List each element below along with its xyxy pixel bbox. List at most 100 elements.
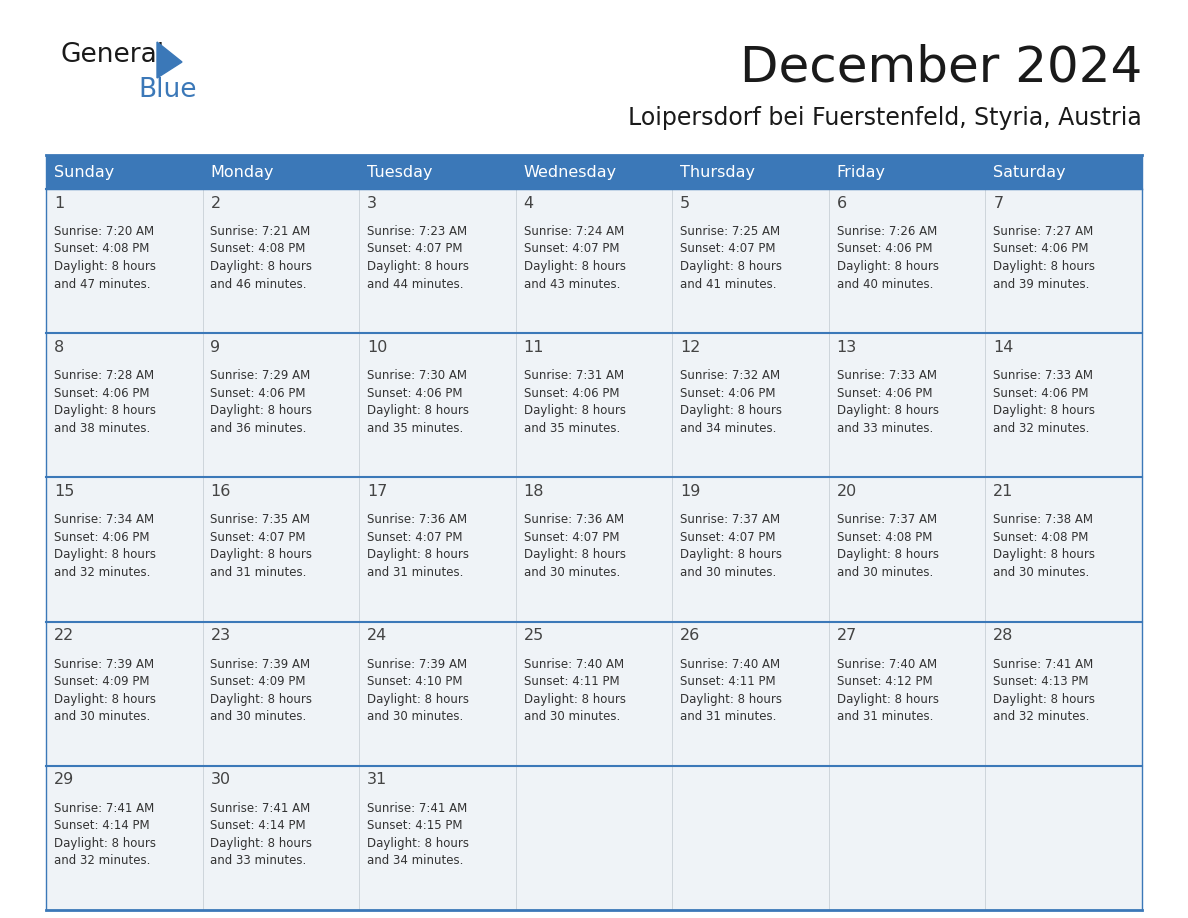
Text: Sunrise: 7:36 AM: Sunrise: 7:36 AM xyxy=(367,513,467,526)
Text: Daylight: 8 hours: Daylight: 8 hours xyxy=(53,404,156,417)
Text: and 34 minutes.: and 34 minutes. xyxy=(680,421,777,435)
Bar xyxy=(359,189,516,333)
Text: Sunset: 4:13 PM: Sunset: 4:13 PM xyxy=(993,675,1088,688)
Text: 31: 31 xyxy=(367,772,387,788)
Text: Daylight: 8 hours: Daylight: 8 hours xyxy=(993,548,1095,562)
Text: Sunrise: 7:24 AM: Sunrise: 7:24 AM xyxy=(524,225,624,238)
Bar xyxy=(516,621,672,766)
Text: Daylight: 8 hours: Daylight: 8 hours xyxy=(210,548,312,562)
Text: Sunset: 4:06 PM: Sunset: 4:06 PM xyxy=(993,386,1088,399)
Text: and 34 minutes.: and 34 minutes. xyxy=(367,855,463,868)
Text: Sunset: 4:06 PM: Sunset: 4:06 PM xyxy=(836,242,933,255)
Text: 21: 21 xyxy=(993,484,1013,498)
Text: and 32 minutes.: and 32 minutes. xyxy=(993,711,1089,723)
Text: and 39 minutes.: and 39 minutes. xyxy=(993,277,1089,290)
Text: Sunrise: 7:32 AM: Sunrise: 7:32 AM xyxy=(680,369,781,382)
Text: Sunset: 4:06 PM: Sunset: 4:06 PM xyxy=(53,386,150,399)
Text: and 30 minutes.: and 30 minutes. xyxy=(680,565,777,579)
Text: and 30 minutes.: and 30 minutes. xyxy=(210,711,307,723)
Bar xyxy=(359,155,516,189)
Text: Daylight: 8 hours: Daylight: 8 hours xyxy=(836,260,939,273)
Text: 30: 30 xyxy=(210,772,230,788)
Text: Daylight: 8 hours: Daylight: 8 hours xyxy=(210,837,312,850)
Text: and 30 minutes.: and 30 minutes. xyxy=(836,565,933,579)
Bar xyxy=(203,621,359,766)
Text: Sunset: 4:06 PM: Sunset: 4:06 PM xyxy=(524,386,619,399)
Text: Sunrise: 7:39 AM: Sunrise: 7:39 AM xyxy=(53,657,154,671)
Text: Sunrise: 7:33 AM: Sunrise: 7:33 AM xyxy=(993,369,1093,382)
Text: Sunrise: 7:25 AM: Sunrise: 7:25 AM xyxy=(680,225,781,238)
Bar xyxy=(985,477,1142,621)
Text: Sunrise: 7:33 AM: Sunrise: 7:33 AM xyxy=(836,369,936,382)
Bar xyxy=(516,155,672,189)
Text: 29: 29 xyxy=(53,772,74,788)
Bar xyxy=(829,189,985,333)
Text: and 33 minutes.: and 33 minutes. xyxy=(210,855,307,868)
Bar xyxy=(672,155,829,189)
Text: Sunday: Sunday xyxy=(53,164,114,180)
Text: 10: 10 xyxy=(367,340,387,354)
Bar xyxy=(516,189,672,333)
Text: and 30 minutes.: and 30 minutes. xyxy=(993,565,1089,579)
Bar xyxy=(359,621,516,766)
Text: and 35 minutes.: and 35 minutes. xyxy=(367,421,463,435)
Text: Sunrise: 7:40 AM: Sunrise: 7:40 AM xyxy=(680,657,781,671)
Text: and 30 minutes.: and 30 minutes. xyxy=(367,711,463,723)
Bar xyxy=(516,477,672,621)
Text: 19: 19 xyxy=(680,484,701,498)
Text: and 36 minutes.: and 36 minutes. xyxy=(210,421,307,435)
Text: Daylight: 8 hours: Daylight: 8 hours xyxy=(53,837,156,850)
Text: Daylight: 8 hours: Daylight: 8 hours xyxy=(680,548,782,562)
Text: Daylight: 8 hours: Daylight: 8 hours xyxy=(993,260,1095,273)
Text: Daylight: 8 hours: Daylight: 8 hours xyxy=(836,692,939,706)
Text: 28: 28 xyxy=(993,628,1013,644)
Bar xyxy=(985,189,1142,333)
Text: Sunset: 4:11 PM: Sunset: 4:11 PM xyxy=(680,675,776,688)
Bar xyxy=(46,621,203,766)
Text: Sunrise: 7:34 AM: Sunrise: 7:34 AM xyxy=(53,513,154,526)
Text: Sunrise: 7:35 AM: Sunrise: 7:35 AM xyxy=(210,513,310,526)
Text: Sunset: 4:09 PM: Sunset: 4:09 PM xyxy=(210,675,305,688)
Bar xyxy=(829,621,985,766)
Text: Daylight: 8 hours: Daylight: 8 hours xyxy=(53,548,156,562)
Bar xyxy=(829,333,985,477)
Text: 18: 18 xyxy=(524,484,544,498)
Text: Sunrise: 7:41 AM: Sunrise: 7:41 AM xyxy=(53,801,154,815)
Text: Daylight: 8 hours: Daylight: 8 hours xyxy=(367,404,469,417)
Text: 9: 9 xyxy=(210,340,221,354)
Text: 26: 26 xyxy=(680,628,701,644)
Text: Sunset: 4:15 PM: Sunset: 4:15 PM xyxy=(367,819,462,833)
Text: Daylight: 8 hours: Daylight: 8 hours xyxy=(53,260,156,273)
Text: 23: 23 xyxy=(210,628,230,644)
Text: Sunset: 4:07 PM: Sunset: 4:07 PM xyxy=(210,531,305,543)
Bar xyxy=(672,621,829,766)
Bar xyxy=(359,333,516,477)
Text: and 31 minutes.: and 31 minutes. xyxy=(680,711,777,723)
Text: and 33 minutes.: and 33 minutes. xyxy=(836,421,933,435)
Text: Daylight: 8 hours: Daylight: 8 hours xyxy=(210,692,312,706)
Text: Sunrise: 7:30 AM: Sunrise: 7:30 AM xyxy=(367,369,467,382)
Text: Daylight: 8 hours: Daylight: 8 hours xyxy=(367,260,469,273)
Text: General: General xyxy=(61,42,164,68)
Text: Daylight: 8 hours: Daylight: 8 hours xyxy=(367,837,469,850)
Bar xyxy=(46,189,203,333)
Text: Wednesday: Wednesday xyxy=(524,164,617,180)
Text: Daylight: 8 hours: Daylight: 8 hours xyxy=(993,692,1095,706)
Text: Sunset: 4:08 PM: Sunset: 4:08 PM xyxy=(210,242,305,255)
Text: 25: 25 xyxy=(524,628,544,644)
Text: 5: 5 xyxy=(680,196,690,210)
Text: 4: 4 xyxy=(524,196,533,210)
Text: Daylight: 8 hours: Daylight: 8 hours xyxy=(367,692,469,706)
Bar xyxy=(46,766,203,910)
Text: Sunset: 4:06 PM: Sunset: 4:06 PM xyxy=(367,386,462,399)
Text: Sunset: 4:07 PM: Sunset: 4:07 PM xyxy=(524,242,619,255)
Bar xyxy=(516,766,672,910)
Text: Sunset: 4:09 PM: Sunset: 4:09 PM xyxy=(53,675,150,688)
Bar xyxy=(46,333,203,477)
Text: and 40 minutes.: and 40 minutes. xyxy=(836,277,933,290)
Text: and 31 minutes.: and 31 minutes. xyxy=(836,711,933,723)
Text: Daylight: 8 hours: Daylight: 8 hours xyxy=(680,260,782,273)
Text: Daylight: 8 hours: Daylight: 8 hours xyxy=(524,548,626,562)
Text: and 47 minutes.: and 47 minutes. xyxy=(53,277,151,290)
Bar xyxy=(985,155,1142,189)
